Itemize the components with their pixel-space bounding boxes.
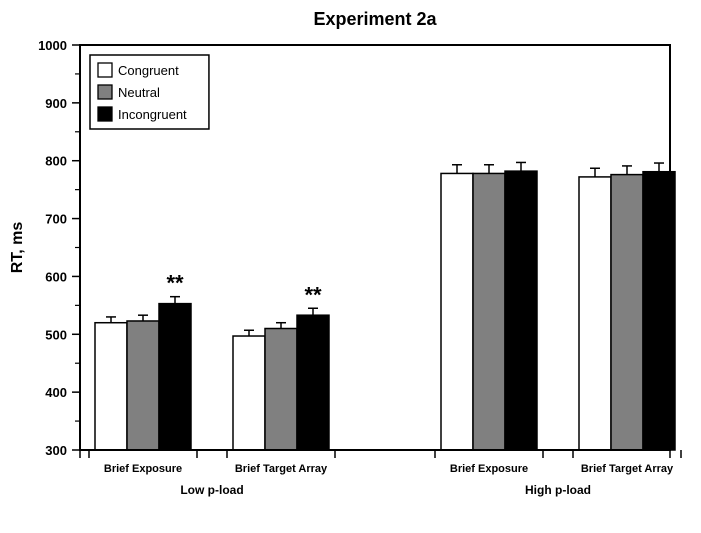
x-group-label: Brief Target Array bbox=[581, 463, 674, 475]
legend-swatch bbox=[98, 63, 112, 77]
legend-label: Incongruent bbox=[118, 107, 187, 122]
y-tick-label: 400 bbox=[45, 385, 67, 400]
significance-marker: ** bbox=[166, 271, 184, 296]
bar bbox=[505, 171, 537, 450]
legend-swatch bbox=[98, 85, 112, 99]
bar bbox=[127, 321, 159, 450]
bar-chart: Experiment 2a 300 400 500 600 700 800 900 1000 RT… bbox=[0, 0, 701, 533]
bar bbox=[297, 315, 329, 450]
legend-label: Neutral bbox=[118, 85, 160, 100]
legend-label: Congruent bbox=[118, 63, 179, 78]
bar bbox=[95, 323, 127, 450]
y-tick-label: 900 bbox=[45, 96, 67, 111]
y-tick-label: 300 bbox=[45, 443, 67, 458]
y-axis-label: RT, ms bbox=[9, 222, 26, 274]
y-tick-label: 500 bbox=[45, 327, 67, 342]
bar bbox=[473, 173, 505, 450]
bar bbox=[233, 336, 265, 450]
chart-title: Experiment 2a bbox=[313, 9, 437, 29]
x-block-label: High p-load bbox=[525, 483, 591, 497]
bar bbox=[579, 177, 611, 450]
y-tick-label: 1000 bbox=[38, 38, 67, 53]
bar bbox=[159, 304, 191, 450]
bar bbox=[265, 329, 297, 451]
x-block-label: Low p-load bbox=[180, 483, 243, 497]
x-group-label: Brief Target Array bbox=[235, 463, 328, 475]
significance-marker: ** bbox=[304, 282, 322, 307]
bar bbox=[441, 173, 473, 450]
y-tick-label: 700 bbox=[45, 212, 67, 227]
x-group-label: Brief Exposure bbox=[450, 463, 528, 475]
x-group-label: Brief Exposure bbox=[104, 463, 182, 475]
legend-swatch bbox=[98, 107, 112, 121]
y-tick-label: 600 bbox=[45, 269, 67, 284]
y-tick-label: 800 bbox=[45, 154, 67, 169]
bar bbox=[611, 175, 643, 450]
